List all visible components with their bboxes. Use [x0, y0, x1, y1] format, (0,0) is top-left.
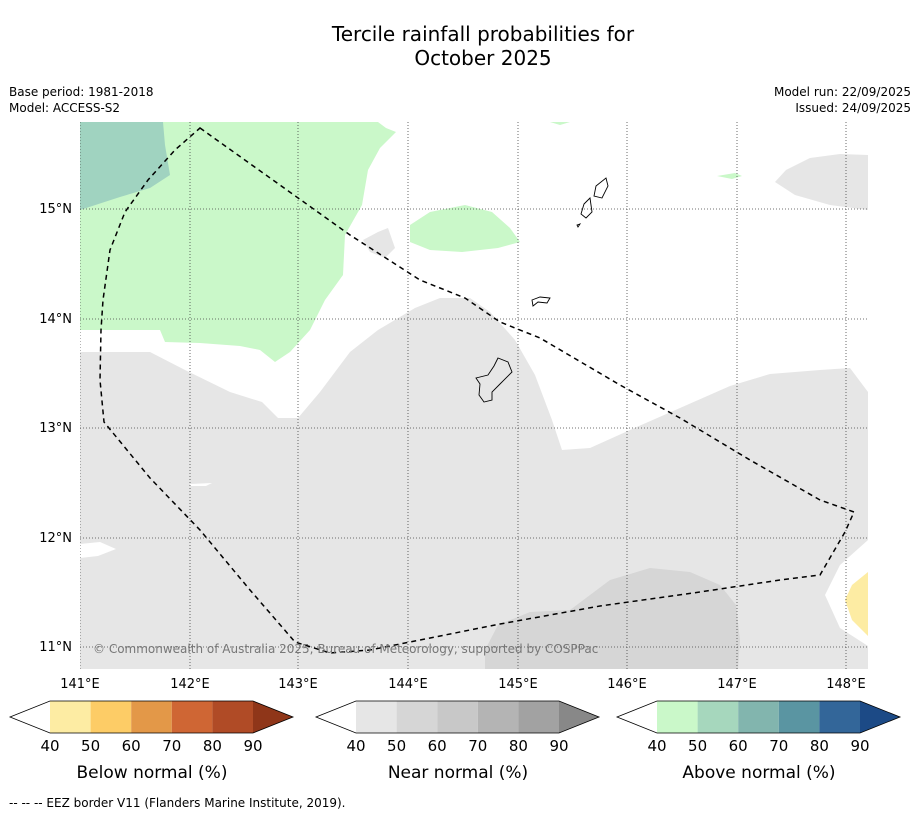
legend-swatch — [738, 701, 779, 733]
legend-outline — [615, 700, 902, 734]
legend-swatch — [356, 701, 397, 733]
lon-label: 146°E — [607, 677, 647, 692]
legend-swatch — [778, 701, 820, 733]
legend-swatch — [171, 701, 213, 733]
legend-swatch — [819, 701, 860, 733]
legend-label: Near normal (%) — [388, 763, 528, 783]
legend-tick: 80 — [810, 737, 829, 755]
legend-near-normal: 40 50 60 70 80 90 Near normal (%) — [314, 700, 601, 783]
near-normal-patch-central — [363, 228, 395, 258]
legend-tick: 80 — [203, 737, 222, 755]
legend-arrow-min — [10, 701, 50, 733]
legend-swatch — [477, 701, 519, 733]
above-normal-patch-north — [550, 122, 570, 125]
near-normal-patch-ne — [775, 154, 868, 210]
title-line-1: Tercile rainfall probabilities for — [331, 22, 635, 46]
legend-swatch — [518, 701, 559, 733]
legend-arrow-max — [860, 701, 900, 733]
legend-tick: 90 — [243, 737, 262, 755]
saipan-island — [593, 177, 609, 199]
legend-arrow-min — [617, 701, 657, 733]
lon-label: 143°E — [278, 677, 318, 692]
legend-arrow-min — [316, 701, 356, 733]
lat-label: 13°N — [39, 421, 72, 436]
legend-swatch — [90, 701, 132, 733]
legend-tick: 80 — [509, 737, 528, 755]
lon-label: 147°E — [717, 677, 757, 692]
above-normal-region-50 — [80, 122, 170, 210]
legend-tick: 50 — [688, 737, 707, 755]
model-name: Model: ACCESS-S2 — [9, 101, 121, 115]
gridlines — [80, 122, 868, 669]
guam-island — [475, 357, 513, 403]
legend-arrow-max — [559, 701, 599, 733]
legend-swatch — [131, 701, 172, 733]
aguijan-island — [576, 223, 582, 228]
legend-label: Below normal (%) — [77, 763, 228, 783]
legend-swatch — [657, 701, 698, 733]
legend-tick: 50 — [81, 737, 100, 755]
legend-swatch — [50, 701, 91, 733]
eez-footnote: -- -- -- EEZ border V11 (Flanders Marine… — [9, 796, 346, 810]
chart-title: Tercile rainfall probabilities for Octob… — [0, 22, 919, 70]
legend-below-normal: 40 50 60 70 80 90 Below normal (%) — [8, 700, 295, 783]
white-patch-west — [80, 542, 116, 558]
legend-tick: 70 — [468, 737, 487, 755]
base-period: Base period: 1981-2018 — [9, 85, 154, 99]
legend-tick: 60 — [729, 737, 748, 755]
meta-right: Model run: 22/09/2025 Issued: 24/09/2025 — [774, 84, 911, 116]
legend-tick: 90 — [549, 737, 568, 755]
legend-tick: 70 — [162, 737, 181, 755]
legend-tick: 60 — [122, 737, 141, 755]
legend-tick: 40 — [647, 737, 666, 755]
legend-swatch — [212, 701, 253, 733]
issued-date: Issued: 24/09/2025 — [795, 101, 911, 115]
lon-label: 141°E — [60, 677, 100, 692]
tinian-island — [580, 197, 593, 219]
rota-island — [531, 296, 551, 307]
legend-swatch — [437, 701, 478, 733]
islands — [475, 177, 609, 403]
lon-label: 144°E — [388, 677, 428, 692]
above-normal-patch-ne — [717, 173, 742, 179]
eez-border — [99, 127, 856, 654]
legend-arrow-max — [253, 701, 293, 733]
above-normal-patch-central — [410, 205, 520, 252]
legend-tick: 90 — [850, 737, 869, 755]
legend-outline — [314, 700, 601, 734]
lon-axis-labels: 141°E 142°E 143°E 144°E 145°E 146°E 147°… — [60, 677, 866, 692]
legend-tick: 40 — [40, 737, 59, 755]
title-line-2: October 2025 — [414, 46, 552, 70]
legend-tick: 70 — [769, 737, 788, 755]
meta-left: Base period: 1981-2018 Model: ACCESS-S2 — [9, 84, 154, 116]
copyright-text: © Commonwealth of Australia 2025, Bureau… — [93, 642, 598, 656]
model-run: Model run: 22/09/2025 — [773, 85, 911, 99]
near-normal-region-50 — [485, 568, 740, 669]
lon-label: 145°E — [498, 677, 538, 692]
lon-label: 142°E — [170, 677, 210, 692]
map-area[interactable]: © Commonwealth of Australia 2025, Bureau… — [80, 122, 868, 669]
legend-label: Above normal (%) — [682, 763, 835, 783]
lon-label: 148°E — [826, 677, 866, 692]
legend-tick: 50 — [387, 737, 406, 755]
lat-axis-labels: 15°N 14°N 13°N 12°N 11°N — [39, 202, 72, 655]
below-normal-region — [845, 572, 868, 636]
lat-label: 15°N — [39, 202, 72, 217]
legend-swatch — [697, 701, 739, 733]
lat-label: 14°N — [39, 312, 72, 327]
legend-swatch — [396, 701, 438, 733]
legend-above-normal: 40 50 60 70 80 90 Above normal (%) — [615, 700, 902, 783]
legend-outline — [8, 700, 295, 734]
lat-label: 11°N — [39, 640, 72, 655]
white-patch-small — [190, 483, 212, 486]
legend-tick: 60 — [428, 737, 447, 755]
legend-tick: 40 — [346, 737, 365, 755]
lat-label: 12°N — [39, 531, 72, 546]
